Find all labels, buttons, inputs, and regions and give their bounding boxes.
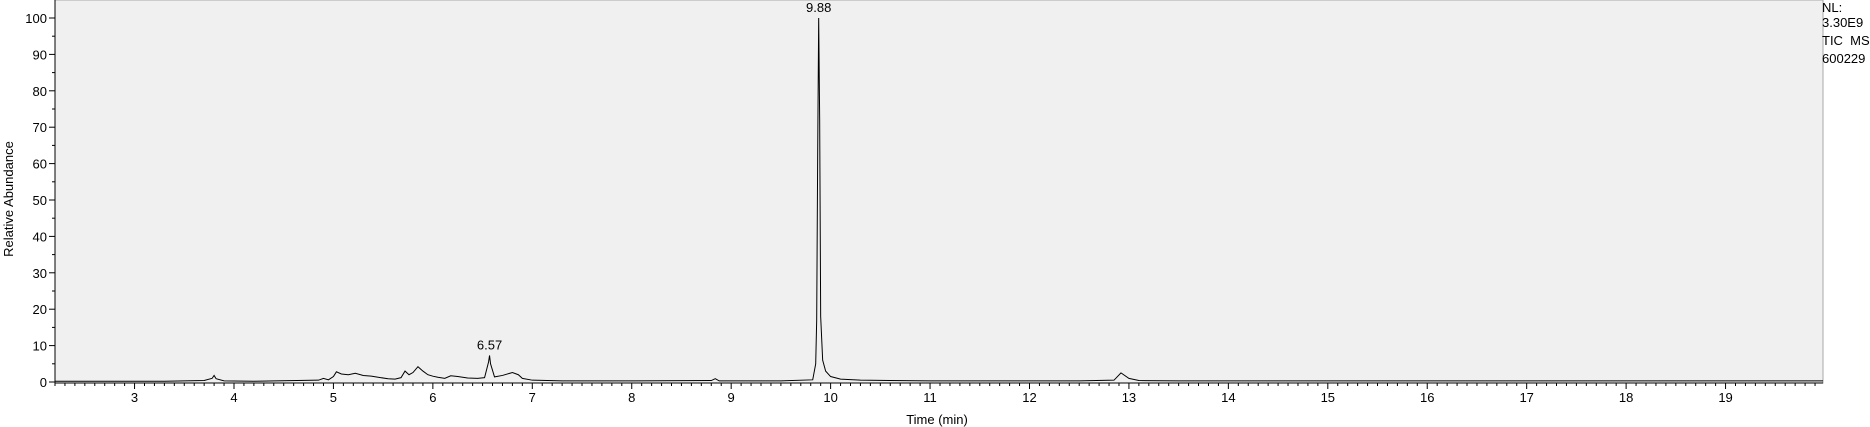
y-tick-label: 100 [25,11,47,26]
x-tick-label: 7 [529,390,536,405]
y-tick-label: 80 [33,84,47,99]
y-tick-label: 0 [40,375,47,390]
info-nl-value: 3.30E9 [1822,15,1864,30]
x-tick-label: 3 [131,390,138,405]
x-tick-label: 17 [1519,390,1533,405]
x-tick-label: 8 [628,390,635,405]
y-axis-title: Relative Abundance [1,141,16,257]
peak-labels: 9.88 6.57 [477,0,831,352]
x-tick-label: 12 [1022,390,1036,405]
x-tick-label: 13 [1122,390,1136,405]
y-tick-label: 30 [33,266,47,281]
x-axis-title: Time (min) [906,412,968,427]
peak-label: 9.88 [806,0,831,15]
x-tick-label: 6 [429,390,436,405]
x-tick-label: 4 [230,390,237,405]
y-tick-label: 70 [33,120,47,135]
y-tick-label: 60 [33,157,47,172]
plot-area [54,0,1824,384]
y-tick-label: 90 [33,47,47,62]
x-tick-label: 11 [923,390,937,405]
x-tick-label: 16 [1420,390,1434,405]
x-tick-label: 5 [330,390,337,405]
chromatogram-trace [55,17,1823,382]
y-tick-label: 50 [33,193,47,208]
x-tick-label: 14 [1221,390,1235,405]
y-tick-label: 20 [33,302,47,317]
x-tick-label: 19 [1718,390,1732,405]
x-tick-label: 9 [728,390,735,405]
x-tick-label: 10 [823,390,837,405]
x-tick-label: 18 [1619,390,1633,405]
x-axis: 3 4 5 6 7 8 9 10 11 12 13 14 15 16 17 18 19 [54,382,1823,405]
peak-label: 6.57 [477,337,502,352]
y-axis: 0 10 20 30 40 50 60 70 80 90 100 [25,0,56,390]
series-line-0 [55,17,1823,382]
info-nl-label: NL: [1822,0,1843,15]
info-trace: TIC MS [1822,33,1870,48]
y-tick-label: 40 [33,229,47,244]
x-tick-label: 15 [1321,390,1335,405]
info-file: 600229 [1822,51,1866,66]
y-tick-label: 10 [33,339,47,354]
